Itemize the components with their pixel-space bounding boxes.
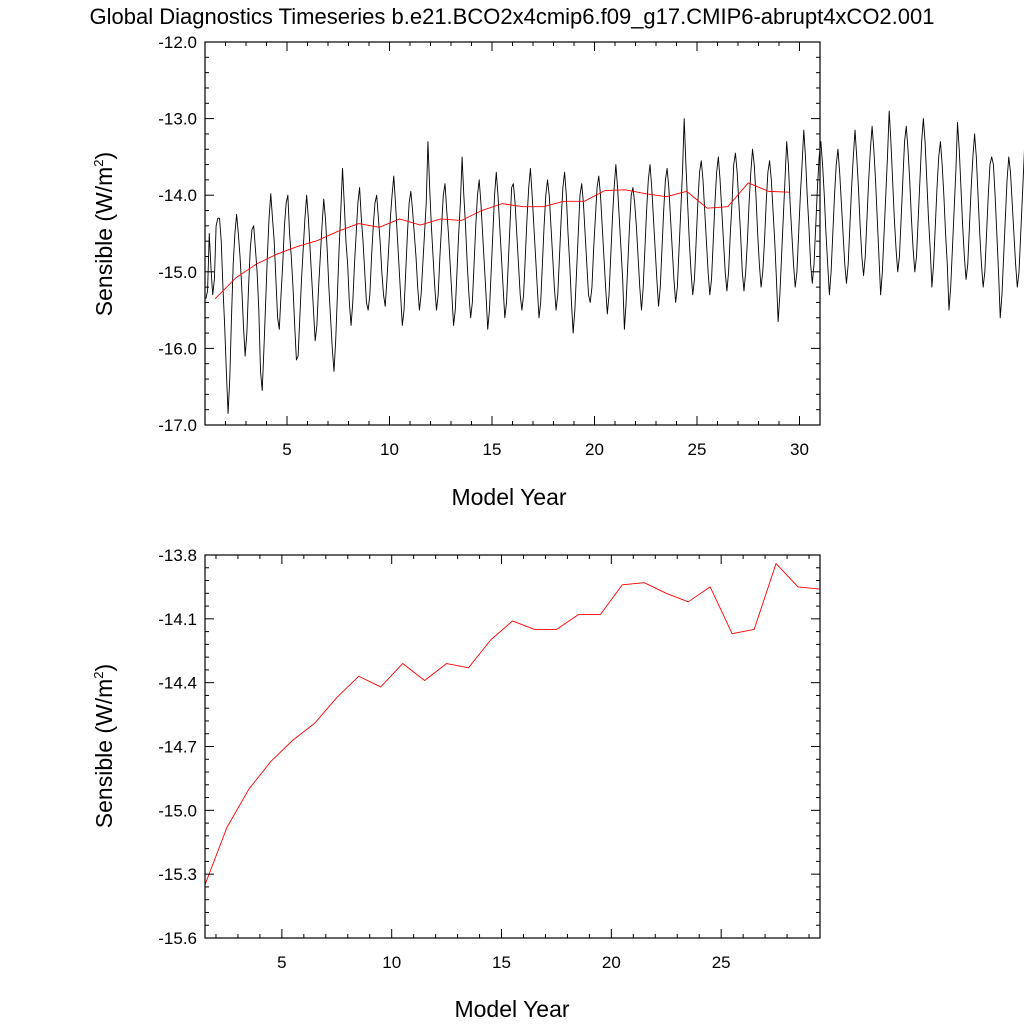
top-y-tick-label: -15.0 — [158, 263, 197, 282]
top-x-tick-label: 20 — [585, 440, 604, 459]
bottom-series-line-annual-mean — [204, 563, 821, 885]
top-plot-frame — [204, 41, 821, 426]
monthly-timeseries-panel: Model Year Sensible (W/m2) 5 10 15 20 25 30 -1… — [91, 33, 1024, 510]
bottom-y-tick-label: -13.8 — [158, 546, 197, 565]
bottom-y-tick-label: -15.3 — [158, 865, 197, 884]
bottom-y-axis-label-close: ) — [91, 664, 117, 672]
bottom-x-tick-label: 25 — [712, 953, 731, 972]
top-y-axis-label-main: Sensible (W/m — [91, 167, 117, 317]
top-x-axis-label: Model Year — [451, 484, 566, 510]
top-y-axis-label-close: ) — [91, 152, 117, 160]
top-y-tick-label: -13.0 — [158, 110, 197, 129]
bottom-y-axis-label-main: Sensible (W/m — [91, 679, 117, 829]
bottom-y-tick-label: -15.6 — [158, 929, 197, 948]
top-y-tick-label: -16.0 — [158, 339, 197, 358]
annual-timeseries-panel: Model Year Sensible (W/m2) 5 10 15 20 25 -15.… — [91, 546, 821, 1022]
bottom-y-tick-label: -14.7 — [158, 738, 197, 757]
bottom-y-tick-label: -14.1 — [158, 610, 197, 629]
top-x-tick-label: 25 — [688, 440, 707, 459]
top-series-line-monthly-mean — [205, 110, 1024, 414]
top-series-line-annual-mean — [214, 182, 790, 299]
top-y-axis-label-sup: 2 — [91, 159, 106, 166]
bottom-y-axis-label: Sensible (W/m2) — [91, 664, 117, 828]
bottom-y-tick-label: -15.0 — [158, 801, 197, 820]
top-y-tick-label: -14.0 — [158, 186, 197, 205]
bottom-x-tick-label: 20 — [602, 953, 621, 972]
bottom-x-tick-label: 10 — [382, 953, 401, 972]
bottom-y-tick-label: -14.4 — [158, 674, 197, 693]
bottom-x-axis-label: Model Year — [454, 996, 569, 1022]
figure-title: Global Diagnostics Timeseries b.e21.BCO2… — [90, 4, 935, 29]
top-y-tick-label: -17.0 — [158, 416, 197, 435]
top-y-tick-label: -12.0 — [158, 33, 197, 52]
bottom-x-tick-label: 15 — [492, 953, 511, 972]
bottom-y-axis-label-sup: 2 — [91, 671, 106, 678]
top-x-tick-label: 15 — [483, 440, 502, 459]
bottom-x-tick-label: 5 — [277, 953, 286, 972]
top-x-tick-label: 10 — [380, 440, 399, 459]
top-y-axis-label: Sensible (W/m2) — [91, 152, 117, 316]
top-x-tick-label: 30 — [790, 440, 809, 459]
bottom-plot-frame — [204, 554, 821, 939]
top-x-tick-label: 5 — [282, 440, 291, 459]
